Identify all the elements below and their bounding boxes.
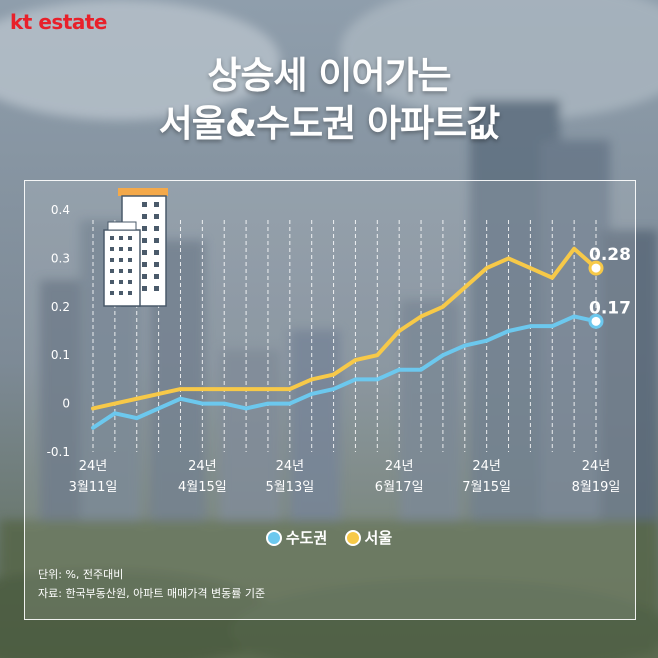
chart-grid xyxy=(92,220,597,452)
title-line-1: 상승세 이어가는 xyxy=(207,54,451,97)
legend-item-capital: 수도권 xyxy=(265,527,328,548)
building-window-25 xyxy=(110,269,114,273)
y-tick-label-1: 0.3 xyxy=(51,251,70,265)
labels-layer: 0.4 0.3 0.2 0.1 0 -0.1 24년 3월11일 24년 4월15일 24년 5월13… xyxy=(47,203,631,495)
y-tick-label-5: -0.1 xyxy=(47,445,70,459)
building-window-20 xyxy=(119,247,123,251)
series-line-0 xyxy=(91,246,598,411)
building-window-30 xyxy=(128,280,132,284)
x-tick-date-0: 3월11일 xyxy=(69,480,118,495)
building-window-14 xyxy=(142,286,147,291)
building-window-2 xyxy=(142,214,147,219)
building-window-0 xyxy=(142,202,147,207)
y-tick-label-2: 0.2 xyxy=(51,300,70,314)
brand-estate: estate xyxy=(38,10,107,34)
building-window-21 xyxy=(128,247,132,251)
legend-label-seoul: 서울 xyxy=(364,529,393,547)
building-window-13 xyxy=(154,274,159,279)
building-window-31 xyxy=(110,291,114,295)
x-tick-year-2: 24년 xyxy=(276,459,305,474)
building-window-16 xyxy=(110,236,114,240)
building-window-24 xyxy=(128,258,132,262)
building-window-33 xyxy=(128,291,132,295)
series-layer xyxy=(91,246,604,430)
building-window-4 xyxy=(142,226,147,231)
series-line-1 xyxy=(91,314,598,430)
building-window-28 xyxy=(110,280,114,284)
building-window-15 xyxy=(154,286,159,291)
building-window-12 xyxy=(142,274,147,279)
x-tick-year-0: 24년 xyxy=(79,459,108,474)
building-window-5 xyxy=(154,226,159,231)
x-tick-year-1: 24년 xyxy=(188,459,217,474)
building-window-7 xyxy=(154,238,159,243)
unit-note: 단위: %, 전주대비 xyxy=(38,568,124,581)
title-line-2: 서울&수도권 아파트값 xyxy=(158,102,501,145)
x-tick-year-5: 24년 xyxy=(582,459,611,474)
y-tick-label-4: 0 xyxy=(62,397,70,411)
chart-legend: 수도권 서울 xyxy=(0,527,658,550)
x-tick-date-1: 4월15일 xyxy=(178,480,227,495)
x-tick-date-2: 5월13일 xyxy=(265,480,314,495)
building-window-9 xyxy=(154,250,159,255)
legend-dot-seoul xyxy=(344,529,361,546)
building-window-6 xyxy=(142,238,147,243)
building-window-18 xyxy=(128,236,132,240)
x-tick-year-3: 24년 xyxy=(385,459,414,474)
series-end-label-0: 0.28 xyxy=(589,245,631,265)
apartment-building-icon xyxy=(103,188,168,307)
building-window-32 xyxy=(119,291,123,295)
building-window-17 xyxy=(119,236,123,240)
legend-dot-capital xyxy=(265,529,282,546)
x-tick-date-4: 7월15일 xyxy=(462,480,511,495)
series-end-point-1 xyxy=(588,313,604,329)
building-window-10 xyxy=(142,262,147,267)
building-window-1 xyxy=(154,202,159,207)
legend-label-capital: 수도권 xyxy=(285,529,328,547)
series-end-point-0 xyxy=(588,260,604,276)
building-window-8 xyxy=(142,250,147,255)
legend-item-seoul: 서울 xyxy=(344,527,393,548)
building-window-19 xyxy=(110,247,114,251)
series-end-label-1: 0.17 xyxy=(589,298,631,318)
y-tick-label-0: 0.4 xyxy=(51,203,70,217)
x-tick-year-4: 24년 xyxy=(472,459,501,474)
x-tick-date-5: 8월19일 xyxy=(572,480,621,495)
x-tick-date-3: 6월17일 xyxy=(375,480,424,495)
y-tick-label-3: 0.1 xyxy=(51,348,70,362)
brand-logo: kt estate xyxy=(10,10,107,34)
building-window-23 xyxy=(119,258,123,262)
building-window-29 xyxy=(119,280,123,284)
brand-kt: kt xyxy=(10,10,32,34)
building-window-11 xyxy=(154,262,159,267)
source-note: 자료: 한국부동산원, 아파트 매매가격 변동률 기준 xyxy=(38,587,266,600)
building-window-27 xyxy=(128,269,132,273)
building-window-3 xyxy=(154,214,159,219)
building-window-26 xyxy=(119,269,123,273)
building-window-22 xyxy=(110,258,114,262)
